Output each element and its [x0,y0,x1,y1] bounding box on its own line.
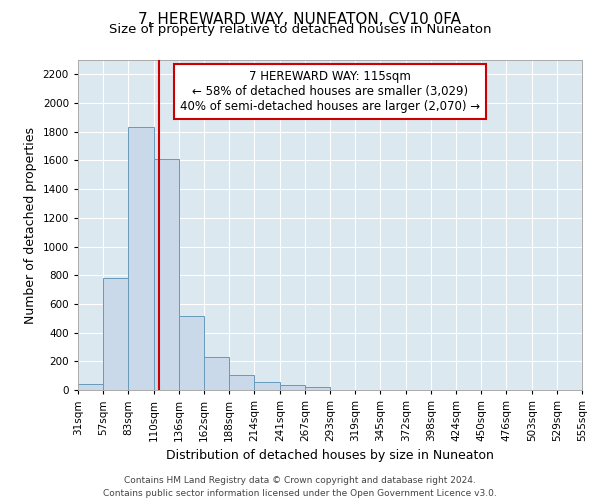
Bar [103,278,128,390]
Text: 7, HEREWARD WAY, NUNEATON, CV10 0FA: 7, HEREWARD WAY, NUNEATON, CV10 0FA [139,12,461,28]
Bar [254,382,280,390]
Text: Size of property relative to detached houses in Nuneaton: Size of property relative to detached ho… [109,22,491,36]
X-axis label: Distribution of detached houses by size in Nuneaton: Distribution of detached houses by size … [166,450,494,462]
Bar [78,384,103,390]
Text: 7 HEREWARD WAY: 115sqm
← 58% of detached houses are smaller (3,029)
40% of semi-: 7 HEREWARD WAY: 115sqm ← 58% of detached… [180,70,480,113]
Text: Contains HM Land Registry data © Crown copyright and database right 2024.
Contai: Contains HM Land Registry data © Crown c… [103,476,497,498]
Y-axis label: Number of detached properties: Number of detached properties [24,126,37,324]
Bar [229,375,254,390]
Bar [305,387,330,390]
Bar [204,357,229,390]
Bar [179,316,204,390]
Bar [154,159,179,390]
Bar [280,385,305,390]
Bar [128,128,154,390]
